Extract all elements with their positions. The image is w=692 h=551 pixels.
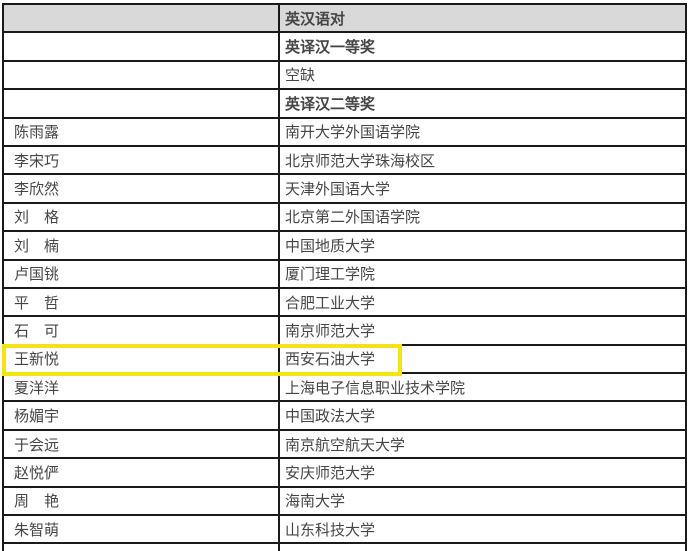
winner-name-cell: 石 可 — [2, 315, 280, 346]
table-row: 杨媚宇 中国政法大学 — [2, 400, 687, 431]
table-row: 空缺 — [2, 59, 687, 91]
table-row: 石 可 南京师范大学 — [2, 315, 687, 346]
winner-name-cell — [2, 88, 280, 119]
institution-cell: 厦门理工学院 — [278, 258, 687, 289]
institution-cell: 北京师范大学珠海校区 — [278, 144, 687, 176]
table-row: 英译汉一等奖 — [2, 31, 687, 62]
winner-name-cell: 夏洋洋 — [2, 372, 280, 403]
institution-cell: 中国政法大学 — [278, 400, 687, 431]
institution-cell: 南京师范大学 — [278, 315, 687, 346]
institution-cell: 西安石油大学 — [278, 343, 687, 375]
table-header-row: 英汉语对 — [2, 2, 687, 34]
winner-name-cell: 杨媚宇 — [2, 400, 280, 431]
institution-cell: 英译汉二等奖 — [278, 88, 687, 119]
winner-name-cell: 周 艳 — [2, 485, 280, 517]
institution-cell: 南开大学外国语学院 — [278, 116, 687, 147]
institution-cell: 山东科技大学 — [278, 514, 687, 545]
table-row: 英译汉二等奖 — [2, 88, 687, 119]
header-name-cell — [2, 2, 280, 34]
institution-cell: 天津外国语大学 — [278, 173, 687, 204]
institution-cell: 合肥工业大学 — [278, 286, 687, 318]
table-row: 李宋巧 北京师范大学珠海校区 — [2, 144, 687, 176]
table-row: 卢国铫 厦门理工学院 — [2, 258, 687, 289]
institution-cell: 海南大学 — [278, 485, 687, 517]
table-row: 平 哲 合肥工业大学 — [2, 286, 687, 318]
winner-name-cell: 陈雨露 — [2, 116, 280, 147]
table-row-partial — [2, 542, 687, 551]
header-language-pair-cell: 英汉语对 — [278, 2, 687, 34]
table-row: 陈雨露 南开大学外国语学院 — [2, 116, 687, 147]
institution-cell: 空缺 — [278, 59, 687, 91]
winner-name-cell: 卢国铫 — [2, 258, 280, 289]
winner-name-cell: 赵悦俨 — [2, 457, 280, 488]
table-row-highlighted: 王新悦 西安石油大学 — [2, 343, 687, 375]
table-body: 英译汉一等奖 空缺 英译汉二等奖 陈雨露 南开大学外国语学院 李宋巧 北京师范大… — [2, 31, 687, 551]
winner-name-cell: 王新悦 — [2, 343, 280, 375]
table-row: 刘 楠 中国地质大学 — [2, 230, 687, 261]
table-row: 赵悦俨 安庆师范大学 — [2, 457, 687, 488]
institution-cell — [278, 542, 687, 551]
table-row: 刘 格 北京第二外国语学院 — [2, 201, 687, 233]
table-row: 于会远 南京航空航天大学 — [2, 428, 687, 460]
table-row: 夏洋洋 上海电子信息职业技术学院 — [2, 372, 687, 403]
institution-cell: 南京航空航天大学 — [278, 428, 687, 460]
institution-cell: 上海电子信息职业技术学院 — [278, 372, 687, 403]
institution-cell: 北京第二外国语学院 — [278, 201, 687, 233]
winner-name-cell: 朱智萌 — [2, 514, 280, 545]
winner-name-cell: 平 哲 — [2, 286, 280, 318]
winner-name-cell — [2, 31, 280, 62]
winner-name-cell: 刘 格 — [2, 201, 280, 233]
winner-name-cell: 李欣然 — [2, 173, 280, 204]
winner-name-cell: 李宋巧 — [2, 144, 280, 176]
winner-name-cell: 刘 楠 — [2, 230, 280, 261]
winner-name-cell: 于会远 — [2, 428, 280, 460]
winner-name-cell — [2, 59, 280, 91]
table-row: 周 艳 海南大学 — [2, 485, 687, 517]
institution-cell: 中国地质大学 — [278, 230, 687, 261]
winner-name-cell — [2, 542, 280, 551]
institution-cell: 英译汉一等奖 — [278, 31, 687, 62]
table-row: 李欣然 天津外国语大学 — [2, 173, 687, 204]
institution-cell: 安庆师范大学 — [278, 457, 687, 488]
table-row: 朱智萌 山东科技大学 — [2, 514, 687, 545]
